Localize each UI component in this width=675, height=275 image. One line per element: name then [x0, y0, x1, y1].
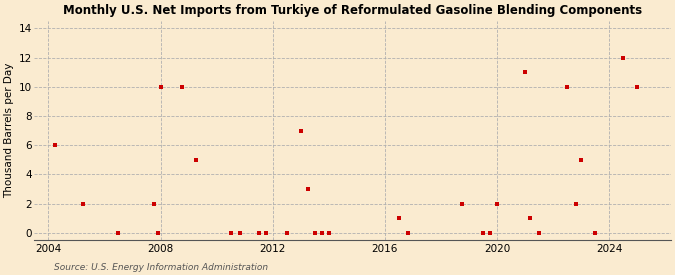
Point: [309, 231, 320, 235]
Point: [520, 70, 531, 75]
Point: [225, 231, 236, 235]
Point: [571, 202, 582, 206]
Point: [456, 202, 467, 206]
Title: Monthly U.S. Net Imports from Turkiye of Reformulated Gasoline Blending Componen: Monthly U.S. Net Imports from Turkiye of…: [63, 4, 642, 17]
Point: [562, 85, 572, 89]
Text: Source: U.S. Energy Information Administration: Source: U.S. Energy Information Administ…: [54, 263, 268, 272]
Point: [302, 187, 313, 191]
Point: [590, 231, 601, 235]
Point: [50, 143, 61, 147]
Point: [190, 158, 201, 162]
Point: [155, 85, 166, 89]
Point: [534, 231, 545, 235]
Point: [403, 231, 414, 235]
Point: [618, 56, 628, 60]
Point: [78, 202, 89, 206]
Point: [261, 231, 271, 235]
Point: [485, 231, 495, 235]
Point: [176, 85, 187, 89]
Point: [296, 128, 306, 133]
Point: [317, 231, 327, 235]
Point: [478, 231, 489, 235]
Point: [234, 231, 245, 235]
Point: [323, 231, 334, 235]
Point: [524, 216, 535, 221]
Point: [253, 231, 264, 235]
Point: [491, 202, 502, 206]
Point: [281, 231, 292, 235]
Point: [148, 202, 159, 206]
Y-axis label: Thousand Barrels per Day: Thousand Barrels per Day: [4, 63, 14, 198]
Point: [394, 216, 404, 221]
Point: [113, 231, 124, 235]
Point: [632, 85, 643, 89]
Point: [153, 231, 164, 235]
Point: [576, 158, 587, 162]
